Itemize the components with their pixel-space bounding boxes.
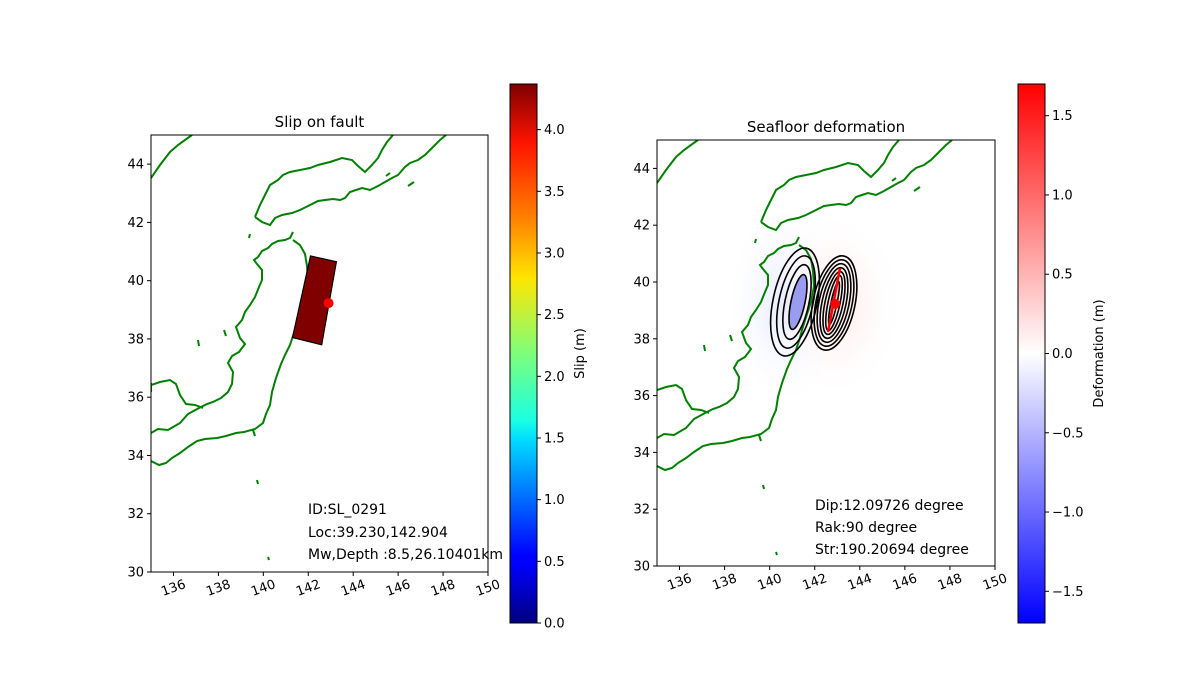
colorbar-tick-label: 1.5 (1052, 109, 1073, 124)
slip-map-panel: Slip on fault 136 138 140 142 144 146 148 150 3… (127, 113, 503, 600)
colorbar-tick-label: 0.0 (1052, 347, 1073, 362)
x-tick-label: 146 (891, 571, 919, 594)
colorbar-tick-label: 0.5 (1052, 268, 1073, 283)
x-tick-label: 136 (159, 577, 187, 600)
y-tick-label: 30 (127, 566, 144, 581)
y-tick-label: 42 (633, 219, 650, 234)
slip-map-coastline (151, 135, 447, 561)
colorbar-tick-label: 2.0 (544, 370, 565, 385)
deformation-map-title: Seafloor deformation (747, 118, 905, 136)
x-tick-label: 144 (846, 571, 874, 594)
coastline-islands (197, 172, 415, 561)
slip-map-frame (150, 134, 489, 573)
coastline-honshu-east (151, 239, 310, 467)
slip-map-x-axis: 136 138 140 142 144 146 148 150 (159, 572, 502, 600)
y-tick-label: 40 (127, 274, 144, 289)
deformation-map-frame (656, 139, 996, 567)
y-tick-label: 34 (127, 449, 144, 464)
colorbar-tick-label: 1.0 (1052, 188, 1073, 203)
colorbar-tick-label: 3.5 (544, 185, 565, 200)
coastline-hokkaido (151, 135, 447, 227)
deformation-map-coastline (657, 140, 953, 556)
fault-patch (291, 255, 338, 346)
coastline-honshu-west (151, 231, 294, 434)
y-tick-label: 32 (127, 507, 144, 522)
y-tick-label: 34 (633, 446, 650, 461)
x-tick-label: 138 (204, 577, 232, 600)
uplift-contour (810, 255, 858, 351)
deformation-colorbar: −1.5 −1.0 −0.5 0.0 0.5 1.0 1.5 Deformation (m) (1017, 83, 1107, 624)
coastline-honshu-west (657, 236, 800, 439)
slip-colorbar-label: Slip (m) (573, 328, 588, 379)
x-tick-label: 142 (294, 577, 322, 600)
x-tick-label: 138 (711, 571, 739, 594)
colorbar-tick-label: 0.5 (544, 555, 565, 570)
annotation-rake: Rak:90 degree (815, 520, 917, 536)
annotation-strike: Str:190.20694 degree (815, 542, 969, 558)
colorbar-tick-label: 4.0 (544, 123, 565, 138)
coastline-honshu-east (657, 244, 816, 472)
annotation-loc: Loc:39.230,142.904 (308, 525, 448, 541)
subsidence-contour (769, 247, 821, 357)
slip-map-title: Slip on fault (275, 113, 365, 131)
x-tick-label: 150 (981, 571, 1009, 594)
y-tick-label: 36 (633, 389, 650, 404)
deformation-map-panel: Seafloor deformation (633, 118, 1009, 594)
epicenter-marker (323, 298, 334, 309)
colorbar-tick-label: 0.0 (544, 617, 565, 632)
colorbar-tick-label: 1.0 (544, 493, 565, 508)
deformation-colorbar-label: Deformation (m) (1092, 299, 1107, 407)
uplift-contour (822, 270, 846, 336)
slip-colorbar-gradient (509, 83, 538, 624)
slip-colorbar: 0.0 0.5 1.0 1.5 2.0 2.5 3.0 3.5 4.0 Slip (m) (509, 83, 588, 632)
x-tick-label: 148 (429, 577, 457, 600)
annotation-id: ID:SL_0291 (308, 502, 387, 518)
y-tick-label: 38 (127, 332, 144, 347)
x-tick-label: 148 (936, 571, 964, 594)
subsidence-contour (782, 263, 812, 341)
annotation-mw-depth: Mw,Depth :8.5,26.10401km (308, 547, 503, 563)
x-tick-label: 140 (756, 571, 784, 594)
epicenter-marker (830, 298, 841, 309)
y-tick-label: 44 (633, 162, 650, 177)
subsidence-contour (788, 273, 808, 331)
uplift-contour (816, 262, 852, 344)
slip-map-y-axis: 30 32 34 36 38 40 42 44 (127, 158, 151, 581)
y-tick-label: 32 (633, 503, 650, 518)
coastline-islands (703, 177, 921, 556)
uplift-contour (813, 258, 855, 348)
y-tick-label: 44 (127, 158, 144, 173)
x-tick-label: 140 (249, 577, 277, 600)
slip-colorbar-ticks: 0.0 0.5 1.0 1.5 2.0 2.5 3.0 3.5 4.0 (537, 123, 565, 632)
coastline-kyushu-shikoku (657, 383, 710, 414)
deformation-map-x-axis: 136 138 140 142 144 146 148 150 (665, 566, 1009, 594)
y-tick-label: 36 (127, 391, 144, 406)
colorbar-tick-label: −1.5 (1052, 585, 1084, 600)
x-tick-label: 144 (339, 577, 367, 600)
annotation-dip: Dip:12.09726 degree (815, 498, 964, 514)
y-tick-label: 42 (127, 216, 144, 231)
y-tick-label: 38 (633, 332, 650, 347)
colorbar-tick-label: 2.5 (544, 308, 565, 323)
colorbar-tick-label: −1.0 (1052, 506, 1084, 521)
deformation-map-y-axis: 30 32 34 36 38 40 42 44 (633, 162, 657, 575)
x-tick-label: 136 (665, 571, 693, 594)
x-tick-label: 150 (474, 577, 502, 600)
x-tick-label: 142 (801, 571, 829, 594)
y-tick-label: 40 (633, 276, 650, 291)
uplift-contour (819, 266, 849, 340)
colorbar-tick-label: 1.5 (544, 431, 565, 446)
coastline-kyushu-shikoku (151, 378, 204, 409)
coastline-hokkaido (657, 140, 953, 232)
colorbar-tick-label: −0.5 (1052, 426, 1084, 441)
colorbar-tick-label: 3.0 (544, 246, 565, 261)
y-tick-label: 30 (633, 560, 650, 575)
deformation-colorbar-gradient (1017, 83, 1046, 624)
deformation-colorbar-ticks: −1.5 −1.0 −0.5 0.0 0.5 1.0 1.5 (1045, 109, 1084, 600)
x-tick-label: 146 (384, 577, 412, 600)
